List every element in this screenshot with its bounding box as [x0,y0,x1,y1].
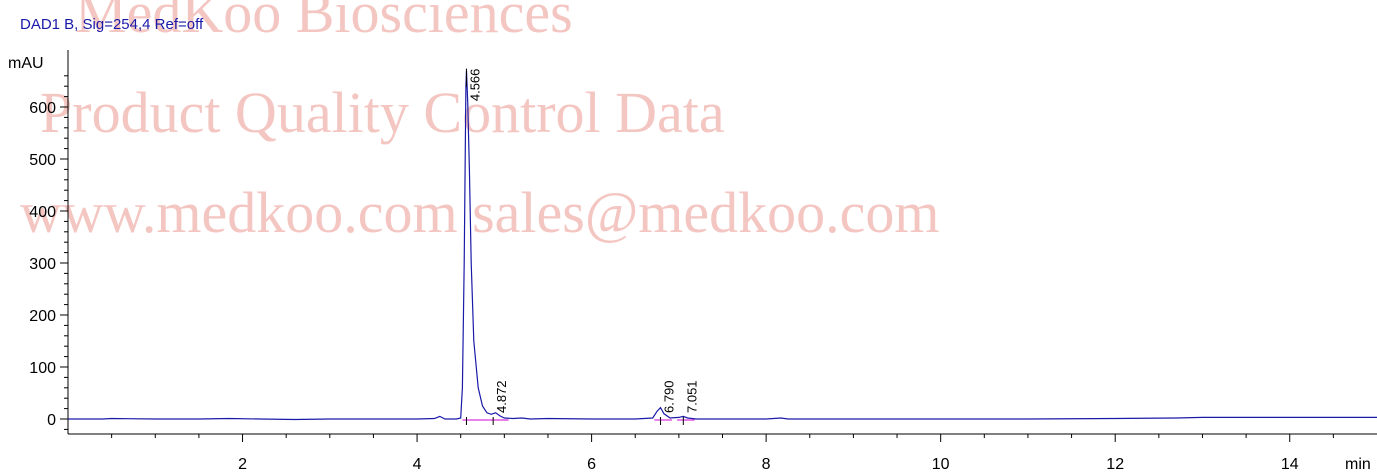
peak-rt-label: 7.051 [684,380,699,413]
y-tick-label: 500 [29,152,56,169]
y-tick-label: 300 [29,256,56,273]
watermark-line-company: MedKoo Biosciences [75,0,573,45]
x-tick-label: 2 [238,456,247,473]
signal-trace [68,70,1377,421]
watermark-line-contact: www.medkoo.com sales@medkoo.com [20,180,939,245]
y-tick-label: 400 [29,204,56,221]
y-tick-label: 0 [47,412,56,429]
watermark-line-qc: Product Quality Control Data [40,80,725,145]
x-tick-label: 14 [1281,456,1299,473]
x-tick-label: 10 [932,456,950,473]
peak-annotations: 4.566 4.872 6.790 7.051 [465,68,699,425]
watermark: MedKoo Biosciences Product Quality Contr… [20,0,939,245]
y-tick-label: 100 [29,360,56,377]
x-tick-label: 6 [587,456,596,473]
peak-rt-label: 6.790 [662,380,677,413]
y-tick-label: 200 [29,308,56,325]
axes: 0 100 200 300 400 500 600 2 4 6 8 10 12 14 [29,50,1377,473]
x-tick-label: 4 [413,456,422,473]
peak-rt-label: 4.872 [494,380,509,413]
signal-trace-group [68,70,1377,421]
signal-title: DAD1 B, Sig=254,4 Ref=off [20,16,204,33]
y-tick-label: 600 [29,100,56,117]
x-tick-label: 8 [762,456,771,473]
y-axis-unit-label: mAU [8,55,44,72]
peak-rt-label: 4.566 [467,69,482,102]
x-tick-label: 12 [1106,456,1124,473]
x-axis-unit-label: min [1345,456,1371,473]
